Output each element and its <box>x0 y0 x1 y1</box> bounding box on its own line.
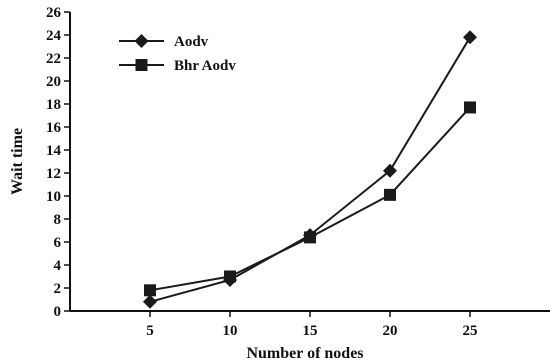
data-point <box>224 270 236 283</box>
data-point <box>143 294 157 309</box>
y-tick-label: 26 <box>46 5 62 21</box>
data-point <box>384 188 396 201</box>
data-point <box>383 163 397 178</box>
y-axis-title: Wait time <box>9 128 26 195</box>
data-point <box>304 231 316 244</box>
y-tick-label: 10 <box>46 189 61 205</box>
series-line <box>149 36 471 303</box>
x-tick-label: 25 <box>463 323 478 339</box>
axes <box>69 12 550 312</box>
series-line <box>149 106 471 292</box>
x-tick-label: 15 <box>303 323 318 339</box>
y-tick-label: 20 <box>46 74 61 90</box>
y-tick-label: 18 <box>46 97 61 113</box>
y-tick-label: 16 <box>46 120 62 136</box>
x-tick-label: 20 <box>383 323 398 339</box>
y-tick-label: 12 <box>46 166 61 182</box>
legend-label: Bhr Aodv <box>174 58 236 74</box>
data-point <box>464 101 476 114</box>
data-point <box>144 284 156 297</box>
x-tick-label: 5 <box>146 323 154 339</box>
y-tick-label: 6 <box>54 235 62 251</box>
y-tick-label: 22 <box>46 51 61 67</box>
legend-marker <box>134 34 149 48</box>
y-tick-label: 2 <box>54 281 62 297</box>
y-tick-label: 0 <box>54 304 62 320</box>
legend: Aodv Bhr Aodv <box>119 34 236 74</box>
x-ticks: 5 10 15 20 25 <box>146 311 478 339</box>
x-axis-title: Number of nodes <box>246 345 363 362</box>
x-tick-label: 10 <box>223 323 238 339</box>
legend-label: Aodv <box>174 34 209 50</box>
series-2 <box>144 101 476 297</box>
y-tick-label: 24 <box>46 28 62 44</box>
y-tick-label: 8 <box>54 212 62 228</box>
y-tick-label: 14 <box>46 143 62 159</box>
y-tick-label: 4 <box>54 258 62 274</box>
series-layer <box>143 30 477 309</box>
legend-marker <box>135 59 148 71</box>
data-point <box>463 30 477 45</box>
